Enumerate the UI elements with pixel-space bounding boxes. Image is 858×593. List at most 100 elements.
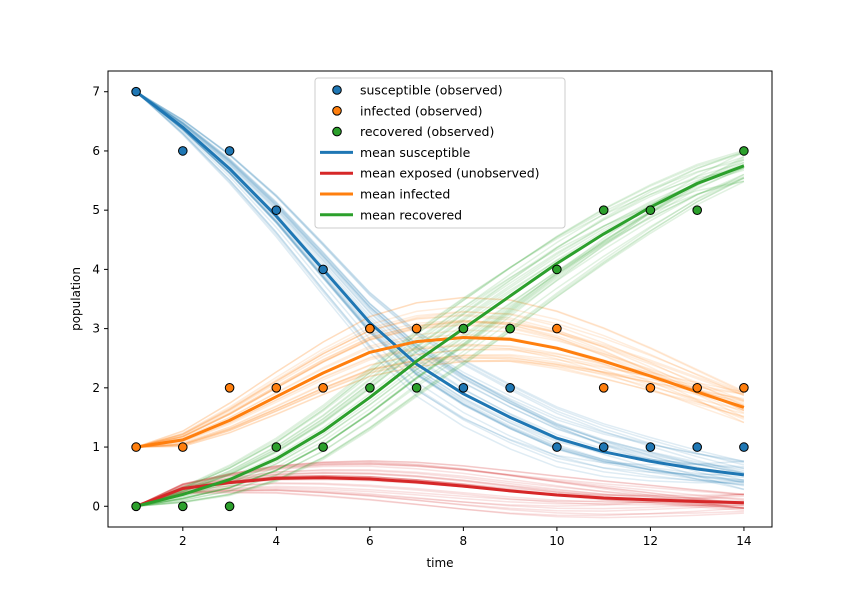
- sample-line: [135, 460, 744, 507]
- observed-point: [739, 442, 749, 452]
- y-tick-label: 1: [92, 440, 100, 454]
- sample-line: [135, 91, 745, 472]
- legend-label: infected (observed): [360, 103, 483, 118]
- legend-label: mean infected: [360, 187, 450, 202]
- y-tick-label: 5: [92, 203, 100, 217]
- sample-line: [135, 91, 744, 481]
- observed-point: [411, 383, 422, 393]
- y-tick-label: 6: [92, 144, 100, 158]
- x-tick-label: 2: [179, 534, 187, 548]
- observed-point: [271, 205, 282, 215]
- observed-point: [598, 442, 609, 452]
- sample-line: [136, 176, 745, 508]
- x-tick-label: 6: [366, 534, 374, 548]
- observed-point: [131, 501, 141, 512]
- sample-line: [135, 489, 744, 512]
- sample-line: [135, 159, 745, 508]
- sample-line: [136, 354, 745, 448]
- sample-line: [135, 311, 745, 448]
- sample-line: [135, 323, 745, 448]
- y-tick-label: 3: [92, 322, 100, 336]
- sample-line: [135, 91, 744, 479]
- sample-line: [135, 463, 744, 507]
- observed-point: [271, 442, 282, 452]
- sample-line: [135, 91, 744, 484]
- mean-line: [135, 476, 744, 508]
- sample-line: [135, 91, 744, 469]
- observed-point: [318, 383, 328, 393]
- sample-line: [135, 91, 744, 483]
- sample-line: [135, 91, 745, 464]
- sample-line: [135, 167, 745, 508]
- sample-line: [136, 356, 745, 448]
- legend-marker: [332, 106, 342, 116]
- sample-line: [135, 492, 744, 517]
- observed-point: [318, 442, 328, 452]
- legend-label: susceptible (observed): [360, 83, 503, 98]
- sample-line: [136, 355, 745, 448]
- observed-point: [224, 501, 235, 512]
- x-tick-label: 12: [643, 534, 658, 548]
- observed-point: [458, 323, 469, 334]
- sample-line: [135, 296, 745, 448]
- observed-point: [505, 323, 515, 334]
- sample-line: [135, 310, 745, 448]
- legend-label: mean susceptible: [360, 145, 471, 160]
- x-tick-label: 10: [549, 534, 564, 548]
- sample-line: [135, 324, 745, 448]
- sample-line: [135, 175, 745, 508]
- legend-label: recovered (observed): [360, 124, 494, 139]
- observed-point: [505, 383, 515, 393]
- sample-line: [135, 91, 745, 474]
- sample-line: [135, 91, 744, 483]
- sample-line: [135, 461, 745, 510]
- sample-line: [135, 91, 745, 470]
- sample-line: [136, 359, 745, 448]
- sample-line: [135, 460, 744, 507]
- observed-point: [271, 383, 282, 393]
- sample-line: [135, 152, 745, 508]
- sample-line: [136, 359, 745, 448]
- x-axis-ticks: 2 4 6 8 10 12 14: [179, 527, 752, 548]
- observed-point: [131, 442, 141, 452]
- x-tick-label: 14: [736, 534, 751, 548]
- sample-line: [135, 149, 745, 508]
- sample-line: [135, 462, 744, 507]
- observed-point: [178, 501, 188, 512]
- y-axis-label: population: [69, 267, 83, 331]
- sample-line: [135, 180, 745, 508]
- sample-line: [135, 169, 745, 508]
- sample-line: [135, 463, 744, 507]
- legend: susceptible (observed) infected (observed…: [314, 77, 566, 229]
- legend-marker: [332, 85, 342, 95]
- observed-point: [365, 323, 375, 334]
- observed-point: [131, 86, 141, 97]
- sample-line: [135, 91, 744, 466]
- observed-point: [178, 442, 188, 452]
- sample-line: [135, 91, 744, 481]
- mean-lines: [135, 90, 745, 508]
- sample-line: [135, 329, 745, 448]
- sample-line: [136, 357, 745, 448]
- mean-line: [135, 90, 745, 477]
- sample-line: [135, 320, 745, 448]
- sample-line: [135, 164, 745, 508]
- legend-label: mean exposed (unobserved): [360, 166, 540, 181]
- observed-point: [645, 442, 656, 452]
- sample-line: [135, 472, 744, 507]
- legend-box: [314, 77, 566, 229]
- sample-line: [135, 313, 745, 448]
- mean-line: [135, 164, 745, 508]
- y-tick-label: 7: [92, 85, 100, 99]
- sample-line: [135, 320, 745, 448]
- sample-line: [135, 491, 744, 519]
- sample-line: [135, 462, 744, 507]
- observed-point: [411, 323, 422, 334]
- x-tick-label: 4: [273, 534, 281, 548]
- sample-line: [135, 321, 745, 448]
- observed-point: [318, 264, 328, 275]
- observed-point: [552, 442, 562, 452]
- plot-frame: [107, 70, 773, 528]
- sample-line: [135, 91, 744, 476]
